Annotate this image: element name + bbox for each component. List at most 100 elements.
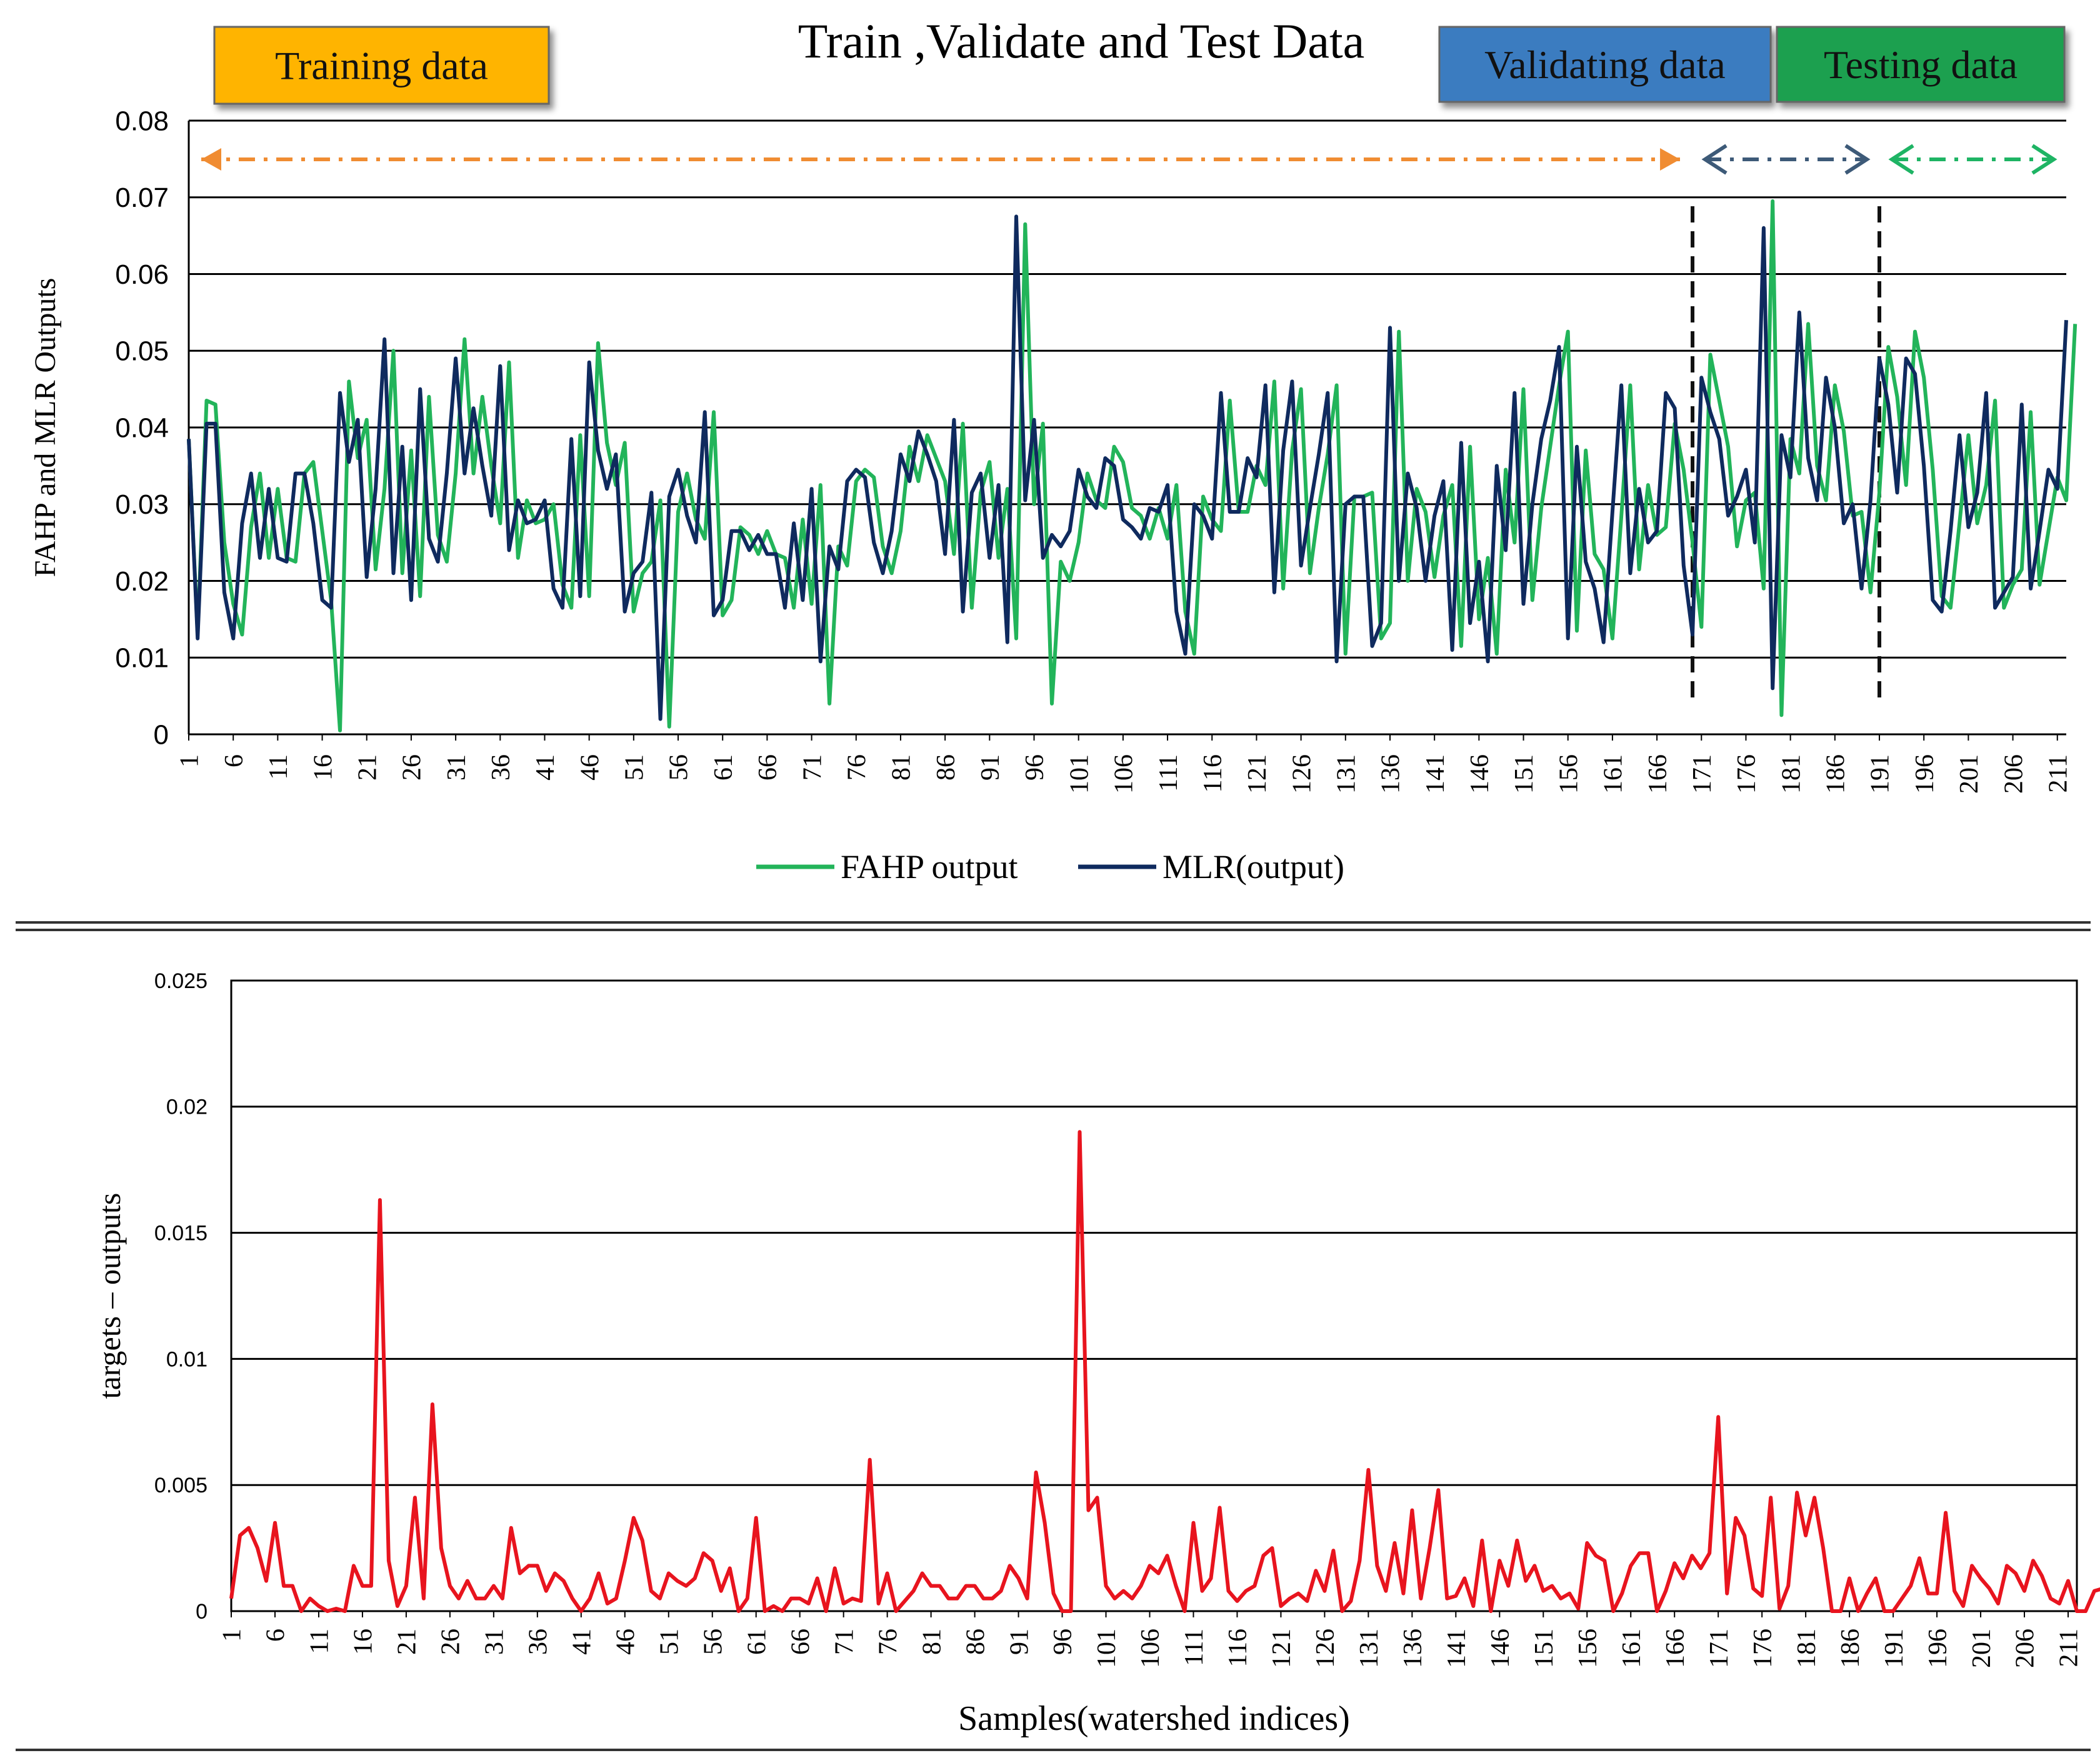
y-tick-label: 0.025 xyxy=(154,969,208,993)
x-tick-label: 181 xyxy=(1792,1629,1821,1668)
x-tick-label: 66 xyxy=(754,754,782,781)
chart-title: Train ,Validate and Test Data xyxy=(798,14,1365,68)
x-tick-label: 181 xyxy=(1777,754,1806,794)
x-tick-label: 111 xyxy=(1180,1629,1209,1666)
x-tick-label: 21 xyxy=(353,754,382,781)
x-tick-label: 131 xyxy=(1332,754,1361,794)
x-tick-label: 101 xyxy=(1065,754,1094,794)
y-tick-label: 0.01 xyxy=(115,643,169,674)
x-tick-label: 111 xyxy=(1154,754,1183,792)
x-tick-label: 11 xyxy=(306,1629,334,1654)
x-tick-label: 56 xyxy=(699,1629,728,1655)
x-tick-label: 136 xyxy=(1377,754,1406,794)
x-tick-label: 31 xyxy=(481,1629,509,1655)
x-tick-label: 151 xyxy=(1530,1629,1559,1668)
x-tick-label: 156 xyxy=(1574,1629,1602,1668)
x-tick-label: 206 xyxy=(2011,1629,2040,1668)
x-tick-label: 146 xyxy=(1466,754,1494,794)
x-tick-label: 101 xyxy=(1092,1629,1121,1668)
segment-label: Testing data xyxy=(1824,42,2018,87)
x-tick-label: 71 xyxy=(830,1629,859,1655)
segment-label: Training data xyxy=(275,44,488,88)
x-tick-label: 16 xyxy=(309,754,338,781)
x-tick-label: 171 xyxy=(1688,754,1717,794)
x-tick-label: 1 xyxy=(218,1629,247,1642)
x-tick-label: 71 xyxy=(798,754,827,781)
x-tick-label: 211 xyxy=(2044,754,2072,792)
legend-label-fahp: FAHP output xyxy=(841,848,1018,886)
x-tick-label: 11 xyxy=(264,754,293,779)
x-tick-label: 61 xyxy=(742,1629,771,1655)
x-tick-label: 206 xyxy=(1999,754,2028,794)
y-axis-label: targets – outputs xyxy=(92,1193,127,1399)
x-tick-label: 96 xyxy=(1049,1629,1078,1655)
arrow-head-right xyxy=(1844,144,1871,175)
segment-label-box xyxy=(1776,26,2066,103)
x-tick-label: 191 xyxy=(1866,754,1895,794)
x-tick-label: 186 xyxy=(1822,754,1851,794)
x-tick-label: 46 xyxy=(576,754,604,781)
arrow-head-left xyxy=(1888,144,1914,175)
arrow-head-right xyxy=(2031,144,2058,175)
x-tick-label: 26 xyxy=(437,1629,466,1655)
x-tick-label: 186 xyxy=(1836,1629,1865,1668)
x-tick-label: 91 xyxy=(1005,1629,1034,1655)
y-tick-label: 0.05 xyxy=(115,336,169,367)
x-tick-label: 146 xyxy=(1486,1629,1515,1668)
x-tick-label: 76 xyxy=(874,1629,902,1655)
x-tick-label: 141 xyxy=(1421,754,1450,794)
segment-label-box xyxy=(213,26,550,105)
y-axis-label: FAHP and MLR Outputs xyxy=(29,278,62,577)
x-tick-label: 16 xyxy=(349,1629,378,1655)
x-tick-label: 51 xyxy=(621,754,649,781)
x-tick-label: 91 xyxy=(976,754,1005,781)
x-tick-label: 36 xyxy=(524,1629,553,1655)
x-tick-label: 126 xyxy=(1311,1629,1340,1668)
x-tick-label: 86 xyxy=(932,754,961,781)
series-error-line xyxy=(229,1130,2100,1613)
x-tick-label: 131 xyxy=(1355,1629,1384,1668)
y-tick-label: 0.06 xyxy=(115,259,169,290)
x-tick-label: 161 xyxy=(1618,1629,1646,1668)
x-tick-label: 201 xyxy=(1955,754,1984,794)
x-tick-label: 166 xyxy=(1661,1629,1690,1668)
legend-label-mlr: MLR(output) xyxy=(1162,848,1344,886)
x-tick-label: 176 xyxy=(1732,754,1761,794)
x-tick-label: 36 xyxy=(487,754,516,781)
segment-label-box xyxy=(1438,26,1772,103)
x-tick-label: 116 xyxy=(1199,754,1228,792)
x-tick-label: 171 xyxy=(1705,1629,1734,1668)
x-tick-label: 116 xyxy=(1224,1629,1252,1667)
x-tick-label: 26 xyxy=(398,754,427,781)
x-tick-label: 161 xyxy=(1599,754,1628,794)
x-tick-label: 121 xyxy=(1268,1629,1296,1668)
y-tick-label: 0.02 xyxy=(115,566,169,597)
x-tick-label: 166 xyxy=(1644,754,1672,794)
x-tick-label: 201 xyxy=(1968,1629,1996,1668)
y-tick-label: 0.015 xyxy=(154,1222,208,1246)
y-tick-label: 0 xyxy=(154,719,169,750)
plot-frame xyxy=(230,979,2078,1612)
x-tick-label: 6 xyxy=(220,754,249,767)
x-tick-label: 31 xyxy=(442,754,471,781)
x-tick-label: 56 xyxy=(665,754,694,781)
x-tick-label: 81 xyxy=(918,1629,946,1655)
x-tick-label: 6 xyxy=(262,1629,291,1642)
x-tick-label: 41 xyxy=(568,1629,597,1655)
y-tick-label: 0.02 xyxy=(166,1096,208,1119)
x-tick-label: 126 xyxy=(1288,754,1316,794)
x-tick-label: 191 xyxy=(1880,1629,1909,1668)
x-tick-label: 41 xyxy=(531,754,560,781)
y-tick-label: 0.03 xyxy=(115,489,169,520)
y-tick-label: 0.07 xyxy=(115,182,169,213)
x-tick-label: 81 xyxy=(888,754,916,781)
arrow-head-left xyxy=(1701,144,1728,175)
y-tick-label: 0.01 xyxy=(166,1347,208,1371)
x-tick-label: 96 xyxy=(1021,754,1049,781)
x-tick-label: 86 xyxy=(961,1629,990,1655)
x-tick-label: 1 xyxy=(176,754,204,767)
segment-label: Validating data xyxy=(1484,42,1726,87)
outputs-chart: 00.010.020.030.040.050.060.070.081 6 11 16 2… xyxy=(29,14,2078,886)
x-axis-label: Samples(watershed indices) xyxy=(958,1699,1350,1738)
